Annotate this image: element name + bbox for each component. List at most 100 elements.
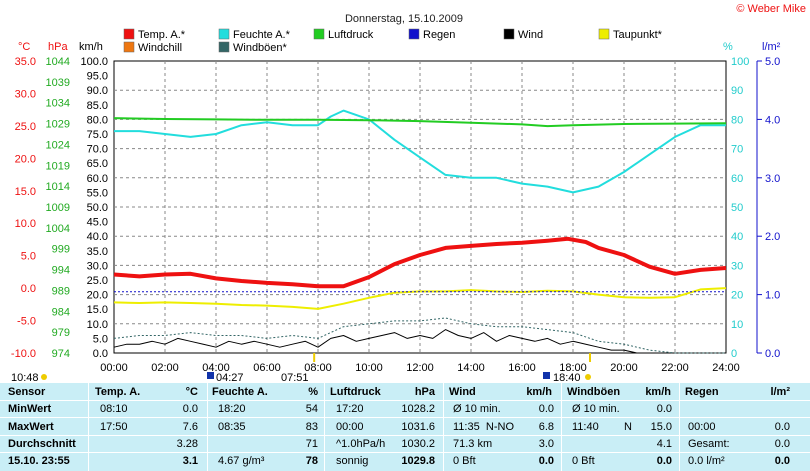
series-lines (113, 109, 727, 354)
temp-value: 3.1 (182, 455, 198, 467)
legend-swatch (503, 28, 515, 40)
legend-label: Wind (518, 29, 543, 41)
press-header: Luftdruck (330, 386, 381, 398)
hum-tick-label: 50 (731, 202, 743, 214)
temp-tick-label: 0.0 (21, 283, 36, 295)
temp-tick-label: -10.0 (11, 348, 36, 360)
table-divider (561, 383, 562, 471)
gust-direction: N (624, 421, 632, 433)
moon-icon (543, 372, 550, 379)
wind-value: 0.0 (538, 455, 554, 467)
wind-tick-label: 55.0 (87, 187, 108, 199)
hum-tick-label: 20 (731, 290, 743, 302)
legend-swatch (598, 28, 610, 40)
row-label: MaxWert (8, 421, 54, 433)
table-divider (679, 383, 680, 471)
hum-value: 78 (305, 455, 318, 467)
wind-info: Ø 10 min. (453, 403, 501, 415)
hum-tick-label: 30 (731, 260, 743, 272)
x-tick-label: 20:00 (610, 362, 638, 374)
moonrise-label: 04:27 (216, 372, 244, 383)
rain-tick-label: 3.0 (765, 173, 780, 185)
temp-tick-label: -5.0 (17, 316, 36, 328)
press-tick-label: 974 (52, 348, 70, 360)
x-tick-label: 08:00 (304, 362, 332, 374)
press-time: 17:20 (336, 403, 364, 415)
temp-unit-header: °C (185, 386, 198, 398)
wind-tick-label: 30.0 (87, 260, 108, 272)
hum-value: 71 (305, 438, 318, 450)
gust-info: Ø 10 min. (572, 403, 620, 415)
press-value: 1029.8 (401, 455, 435, 467)
press-value: 1031.6 (401, 421, 435, 433)
chart-title: Donnerstag, 15.10.2009 (345, 13, 463, 25)
press-unit-header: hPa (414, 386, 435, 398)
press-tick-label: 994 (52, 265, 70, 277)
sunset-label: 18:40 (553, 372, 581, 383)
hum-tick-label: 70 (731, 144, 743, 156)
rain-value: 0.0 (774, 438, 790, 450)
table-divider (0, 400, 810, 401)
gust-value: 4.1 (656, 438, 672, 450)
rain-value: 0.0 (774, 421, 790, 433)
moon-icon (207, 372, 214, 379)
temp-tick-label: 5.0 (21, 251, 36, 263)
moonset-label: 10:48 (11, 372, 39, 383)
wind-info: 11:35 (453, 421, 480, 433)
press-time: sonnig (336, 455, 369, 467)
wind-header: Wind (449, 386, 476, 398)
statistics-table: Sensor Temp. A. °C Feuchte A.% Luftdruck hPa W… (0, 383, 810, 471)
wind-unit-label: km/h (79, 41, 103, 53)
temp-tick-label: 25.0 (15, 121, 36, 133)
wind-tick-label: 80.0 (87, 114, 108, 126)
rain-value: 0.0 (774, 455, 790, 467)
wind-tick-label: 20.0 (87, 290, 108, 302)
x-tick-label: 18:00 (559, 362, 587, 374)
row-label: 15.10. 23:55 (8, 455, 70, 467)
legend-label: Windchill (138, 42, 182, 54)
sun-icon (41, 374, 47, 380)
wind-tick-label: 75.0 (87, 129, 108, 141)
legend-label: Temp. A.* (138, 29, 186, 41)
temp-tick-label: 30.0 (15, 88, 36, 100)
press-tick-label: 999 (52, 244, 70, 256)
temp-tick-label: 15.0 (15, 186, 36, 198)
x-tick-label: 22:00 (661, 362, 689, 374)
wind-tick-label: 65.0 (87, 158, 108, 170)
rain-unit-header: l/m² (770, 386, 790, 398)
x-tick-label: 16:00 (508, 362, 536, 374)
press-tick-label: 1039 (46, 77, 70, 89)
rain-tick-label: 0.0 (765, 348, 780, 360)
temp-value: 0.0 (182, 403, 198, 415)
table-divider (443, 383, 444, 471)
x-tick-label: 04:00 (202, 362, 230, 374)
rain-info: 0.0 l/m² (688, 455, 725, 467)
hum-unit-label: % (723, 41, 733, 53)
wind-value: 3.0 (538, 438, 554, 450)
legend-swatch (218, 28, 230, 40)
temp-tick-label: 35.0 (15, 56, 36, 68)
wind-tick-label: 0.0 (93, 348, 108, 360)
wind-unit-header: km/h (526, 386, 552, 398)
wind-tick-label: 70.0 (87, 144, 108, 156)
x-tick-label: 02:00 (151, 362, 179, 374)
legend-swatch (123, 41, 135, 53)
gust-info: 0 Bft (572, 455, 595, 467)
hum-header: Feuchte A. (212, 386, 268, 398)
legend-swatch (408, 28, 420, 40)
rain-tick-label: 5.0 (765, 56, 780, 68)
hum-tick-label: 40 (731, 231, 743, 243)
weather-chart: Donnerstag, 15.10.2009 © Weber Mike °C h… (11, 3, 806, 383)
wind-tick-label: 40.0 (87, 231, 108, 243)
hum-tick-label: 60 (731, 173, 743, 185)
wind-value: 6.8 (538, 421, 554, 433)
temp-value: 3.28 (176, 438, 198, 450)
wind-tick-label: 5.0 (93, 333, 108, 345)
sun-icon (585, 374, 591, 380)
hum-time: 18:20 (218, 403, 246, 415)
press-tick-label: 1004 (46, 223, 70, 235)
gust-value: 0.0 (656, 455, 672, 467)
press-unit-label: hPa (48, 41, 68, 53)
press-tick-label: 989 (52, 285, 70, 297)
x-tick-label: 24:00 (712, 362, 740, 374)
